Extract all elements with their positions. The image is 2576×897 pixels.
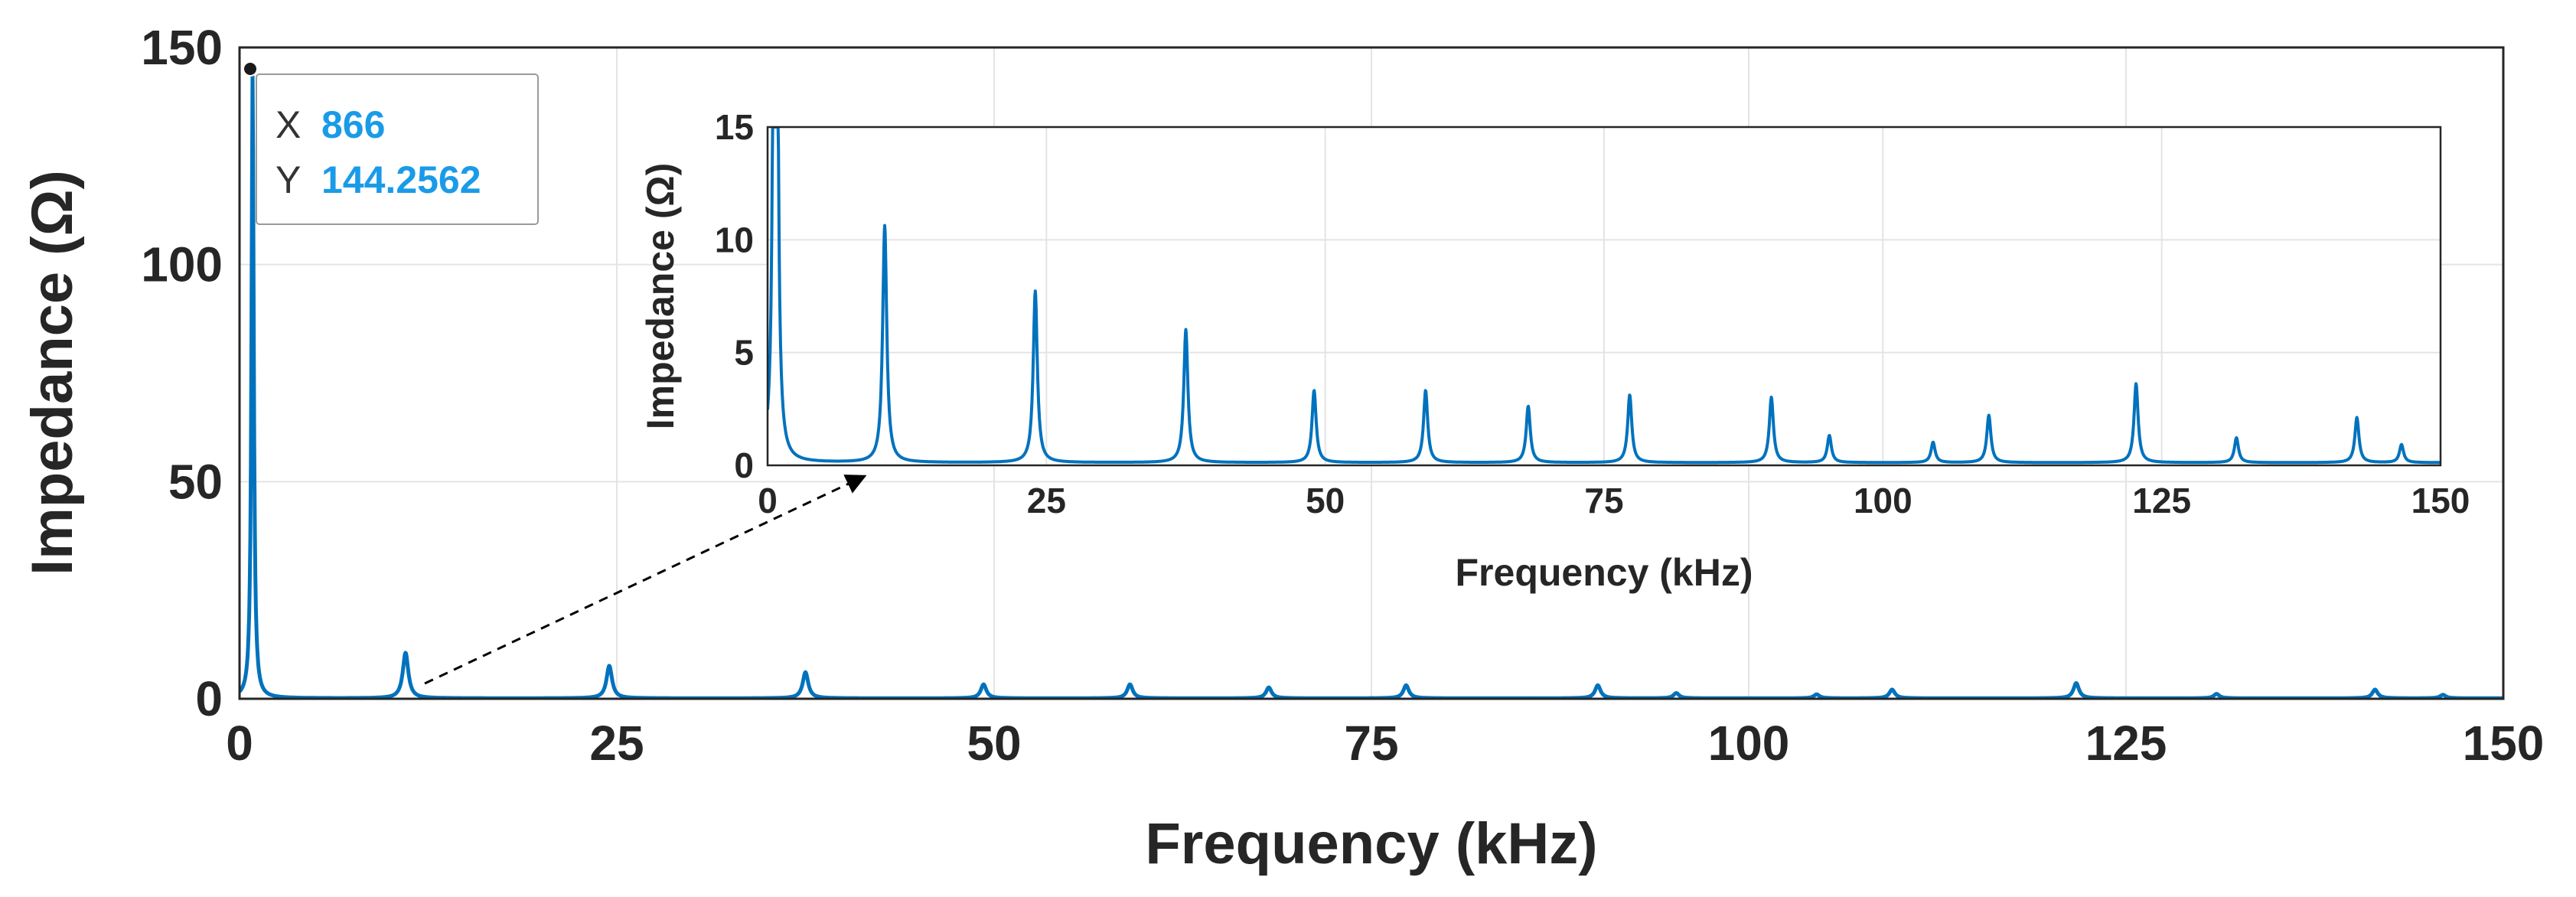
inset-ticks: 0 25 50 75 100 125 150 0 5 10 15 <box>715 107 2470 520</box>
main-y-axis-label: Impedance (Ω) <box>20 170 85 576</box>
datatip-y-value: 144.2562 <box>321 158 481 201</box>
inset-x-tick-label: 125 <box>2132 481 2191 520</box>
inset-y-tick-label: 5 <box>734 333 754 373</box>
main-x-axis-label: Frequency (kHz) <box>1145 811 1597 876</box>
datatip[interactable]: X 866 Y 144.2562 <box>256 73 539 225</box>
main-y-tick-label: 50 <box>168 454 223 509</box>
inset-x-tick-label: 0 <box>758 481 778 520</box>
inset-y-axis-label: Impedance (Ω) <box>639 163 682 430</box>
main-x-tick-label: 50 <box>967 716 1021 771</box>
inset-y-tick-label: 10 <box>715 220 754 259</box>
inset-line-layer <box>768 127 2441 465</box>
inset-x-axis-label: Frequency (kHz) <box>1456 551 1753 594</box>
datatip-box <box>256 73 539 225</box>
inset-y-tick-label: 15 <box>715 107 754 147</box>
datatip-marker[interactable] <box>243 61 258 77</box>
main-y-tick-label: 100 <box>141 237 223 292</box>
main-x-tick-label: 125 <box>2085 716 2167 771</box>
inset-x-tick-label: 75 <box>1584 481 1623 520</box>
datatip-x-key: X <box>276 103 301 146</box>
inset-x-tick-label: 100 <box>1854 481 1912 520</box>
main-y-tick-label: 150 <box>141 20 223 75</box>
main-axes-frame <box>238 46 2505 700</box>
datatip-y-key: Y <box>276 158 301 201</box>
main-y-tick-label: 0 <box>195 671 223 726</box>
main-x-tick-label: 0 <box>226 716 253 771</box>
inset-y-tick-label: 0 <box>734 445 754 485</box>
zoom-arrow <box>424 475 867 685</box>
main-x-tick-label: 100 <box>1708 716 1790 771</box>
inset-x-tick-label: 150 <box>2411 481 2470 520</box>
inset-impedance-series-line <box>768 127 2441 465</box>
main-x-tick-label: 75 <box>1344 716 1398 771</box>
datatip-x-value: 866 <box>321 103 385 146</box>
inset-x-tick-label: 50 <box>1306 481 1345 520</box>
inset-axes-frame <box>766 126 2442 467</box>
main-x-tick-label: 150 <box>2463 716 2545 771</box>
inset-x-tick-label: 25 <box>1027 481 1066 520</box>
main-x-tick-label: 25 <box>589 716 644 771</box>
